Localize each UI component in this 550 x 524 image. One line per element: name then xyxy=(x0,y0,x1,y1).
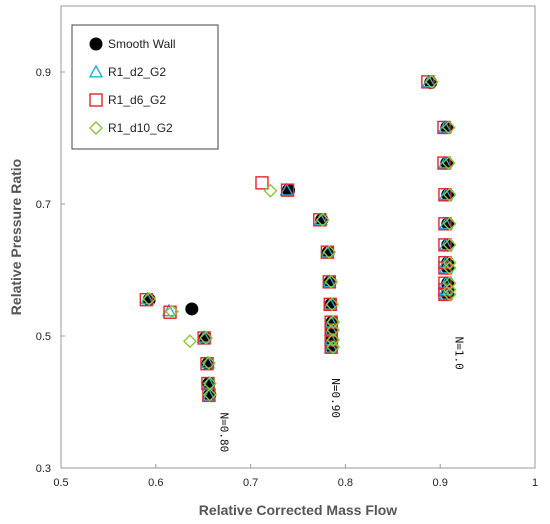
point-R1_d10_G2-7 xyxy=(263,183,278,198)
point-R1_d10_G2-9 xyxy=(322,245,337,260)
point-R1_d10_G2-16 xyxy=(424,74,439,89)
annotation-2: N=1.0 xyxy=(452,337,465,370)
point-R1_d6_G2-18 xyxy=(437,156,451,170)
legend: Smooth Wall R1_d2_G2 R1_d6_G2 R1_d10_G2 xyxy=(71,24,219,150)
legend-marker-R1_d10_G2 xyxy=(89,121,103,135)
point-R1_d10_G2-23 xyxy=(442,261,457,276)
x-tick-label-1: 0.6 xyxy=(148,477,163,489)
point-Smooth Wall-1 xyxy=(185,302,199,316)
y-tick-label-3: 0.9 xyxy=(36,67,51,79)
point-R1_d6_G2-0 xyxy=(139,293,154,307)
point-R1_d10_G2-18 xyxy=(441,156,456,171)
point-R1_d2_G2-16 xyxy=(437,119,453,133)
point-R1_d2_G2-25 xyxy=(438,286,454,300)
series-R1_d6_G2 xyxy=(139,75,452,403)
point-R1_d6_G2-17 xyxy=(437,120,451,135)
point-R1_d10_G2-22 xyxy=(442,255,457,270)
point-R1_d10_G2-1 xyxy=(164,304,179,319)
point-R1_d2_G2-17 xyxy=(437,155,453,169)
y-tick-label-0: 0.3 xyxy=(36,463,51,475)
y-tick-label-1: 0.5 xyxy=(36,331,51,343)
point-R1_d2_G2-20 xyxy=(438,237,454,251)
point-R1_d2_G2-19 xyxy=(438,216,454,230)
series-R1_d10_G2 xyxy=(142,74,457,402)
data-marks xyxy=(139,74,457,403)
point-R1_d10_G2-20 xyxy=(442,216,457,231)
point-R1_d10_G2-10 xyxy=(324,274,339,289)
point-R1_d10_G2-0 xyxy=(142,292,157,307)
point-R1_d10_G2-15 xyxy=(326,340,341,355)
point-R1_d10_G2-26 xyxy=(442,287,457,302)
point-R1_d2_G2-18 xyxy=(438,187,454,201)
speed-line-annotations: N=0.80 N=0.90 N=1.0 xyxy=(217,337,465,453)
legend-marker-Smooth Wall xyxy=(89,37,103,51)
point-R1_d6_G2-21 xyxy=(438,238,452,252)
point-R1_d6_G2-3 xyxy=(200,357,214,371)
axis-ticks: 0.5 0.6 0.7 0.8 0.9 10.30.50.70.9 xyxy=(36,67,538,489)
point-R1_d6_G2-7 xyxy=(280,183,295,197)
point-R1_d10_G2-6 xyxy=(202,387,217,402)
point-R1_d6_G2-19 xyxy=(438,188,452,202)
point-R1_d10_G2-17 xyxy=(441,120,456,135)
point-R1_d6_G2-10 xyxy=(322,275,336,289)
point-R1_d6_G2-16 xyxy=(421,75,435,89)
point-R1_d6_G2-15 xyxy=(324,340,338,354)
point-R1_d6_G2-2 xyxy=(197,331,211,345)
legend-label-R1_d6_G2: R1_d6_G2 xyxy=(108,93,166,107)
annotation-1: N=0.90 xyxy=(329,378,342,418)
point-R1_d10_G2-11 xyxy=(325,297,340,312)
x-tick-label-2: 0.7 xyxy=(243,477,258,489)
legend-label-Smooth Wall: Smooth Wall xyxy=(108,37,176,51)
legend-marker-R1_d6_G2 xyxy=(89,93,103,107)
point-R1_d6_G2-20 xyxy=(438,217,452,231)
point-R1_d6_G2-1 xyxy=(163,305,177,319)
point-R1_d10_G2-2 xyxy=(182,334,197,349)
point-R1_d10_G2-21 xyxy=(442,237,457,252)
point-R1_d10_G2-3 xyxy=(199,330,214,345)
point-R1_d6_G2-6 xyxy=(255,176,269,190)
annotation-0: N=0.80 xyxy=(217,413,230,453)
y-tick-label-2: 0.7 xyxy=(36,199,51,211)
point-R1_d6_G2-12 xyxy=(324,315,338,329)
point-R1_d6_G2-8 xyxy=(313,213,327,227)
point-R1_d10_G2-12 xyxy=(326,315,341,330)
y-axis-title: Relative Pressure Ratio xyxy=(8,159,24,315)
point-R1_d10_G2-13 xyxy=(326,323,341,338)
legend-marker-R1_d2_G2 xyxy=(88,64,104,78)
point-R1_d10_G2-25 xyxy=(442,282,457,297)
x-tick-label-0: 0.5 xyxy=(53,477,68,489)
x-axis-title: Relative Corrected Mass Flow xyxy=(199,502,398,518)
legend-label-R1_d2_G2: R1_d2_G2 xyxy=(108,65,166,79)
point-R1_d10_G2-4 xyxy=(201,356,216,371)
point-R1_d10_G2-14 xyxy=(326,332,341,347)
point-R1_d10_G2-8 xyxy=(315,212,330,227)
point-R1_d10_G2-19 xyxy=(442,187,457,202)
point-R1_d2_G2-6 xyxy=(279,182,294,196)
legend-label-R1_d10_G2: R1_d10_G2 xyxy=(108,121,173,135)
point-R1_d6_G2-11 xyxy=(323,297,337,312)
point-R1_d6_G2-9 xyxy=(320,245,335,259)
x-tick-label-5: 1 xyxy=(532,477,538,489)
x-tick-label-4: 0.9 xyxy=(433,477,448,489)
x-tick-label-3: 0.8 xyxy=(338,477,353,489)
